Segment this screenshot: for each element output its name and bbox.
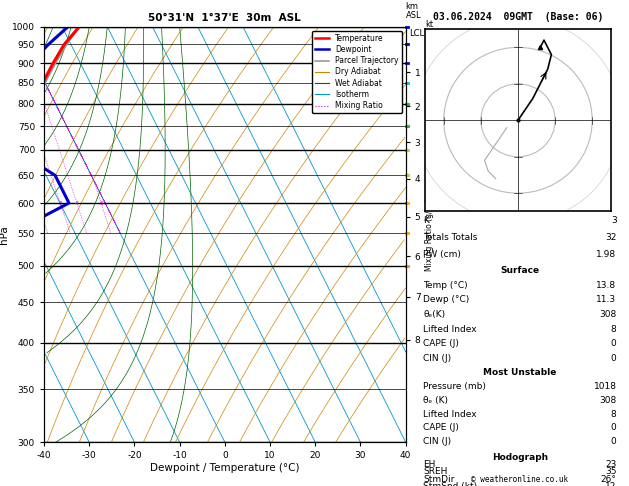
Text: 0: 0 (611, 437, 616, 446)
Text: 308: 308 (599, 396, 616, 405)
Text: PW (cm): PW (cm) (423, 250, 461, 259)
Text: 8: 8 (611, 410, 616, 418)
Text: 23: 23 (605, 460, 616, 469)
Text: CIN (J): CIN (J) (423, 354, 452, 363)
Text: LCL: LCL (409, 29, 425, 38)
Text: Hodograph: Hodograph (492, 453, 548, 462)
Text: 1018: 1018 (594, 382, 616, 391)
Text: EH: EH (423, 460, 435, 469)
Text: 03.06.2024  09GMT  (Base: 06): 03.06.2024 09GMT (Base: 06) (433, 12, 603, 22)
Text: km
ASL: km ASL (406, 2, 421, 20)
Text: 35: 35 (605, 468, 616, 476)
Text: 3: 3 (611, 215, 616, 225)
Text: 6: 6 (99, 201, 103, 206)
Text: 32: 32 (605, 232, 616, 242)
Text: SREH: SREH (423, 468, 448, 476)
Text: Lifted Index: Lifted Index (423, 410, 477, 418)
Text: Pressure (mb): Pressure (mb) (423, 382, 486, 391)
Text: Temp (°C): Temp (°C) (423, 281, 468, 290)
Text: 1.98: 1.98 (596, 250, 616, 259)
Text: 308: 308 (599, 310, 616, 319)
Text: Totals Totals: Totals Totals (423, 232, 477, 242)
Text: CIN (J): CIN (J) (423, 437, 452, 446)
Text: Most Unstable: Most Unstable (483, 368, 557, 377)
Y-axis label: hPa: hPa (0, 225, 9, 244)
Text: 50°31'N  1°37'E  30m  ASL: 50°31'N 1°37'E 30m ASL (148, 13, 301, 22)
Text: 13.8: 13.8 (596, 281, 616, 290)
Text: StmDir: StmDir (423, 474, 455, 484)
Text: 4: 4 (75, 201, 79, 206)
Text: CAPE (J): CAPE (J) (423, 423, 459, 433)
Text: 0: 0 (611, 423, 616, 433)
X-axis label: Dewpoint / Temperature (°C): Dewpoint / Temperature (°C) (150, 463, 299, 473)
Legend: Temperature, Dewpoint, Parcel Trajectory, Dry Adiabat, Wet Adiabat, Isotherm, Mi: Temperature, Dewpoint, Parcel Trajectory… (313, 31, 402, 113)
Text: 12: 12 (605, 482, 616, 486)
Text: 26°: 26° (601, 474, 616, 484)
Text: θₑ(K): θₑ(K) (423, 310, 445, 319)
Text: Dewp (°C): Dewp (°C) (423, 295, 469, 305)
Text: © weatheronline.co.uk: © weatheronline.co.uk (471, 474, 568, 484)
Text: Mixing Ratio (g/kg): Mixing Ratio (g/kg) (425, 198, 434, 271)
Text: Lifted Index: Lifted Index (423, 325, 477, 334)
Text: kt: kt (425, 20, 433, 29)
Text: 0: 0 (611, 339, 616, 348)
Text: K: K (423, 215, 429, 225)
Text: θₑ (K): θₑ (K) (423, 396, 448, 405)
Text: Surface: Surface (500, 266, 540, 276)
Text: 8: 8 (611, 325, 616, 334)
Text: 3: 3 (58, 201, 62, 206)
Text: CAPE (J): CAPE (J) (423, 339, 459, 348)
Text: StmSpd (kt): StmSpd (kt) (423, 482, 477, 486)
Text: 11.3: 11.3 (596, 295, 616, 305)
Text: 0: 0 (611, 354, 616, 363)
